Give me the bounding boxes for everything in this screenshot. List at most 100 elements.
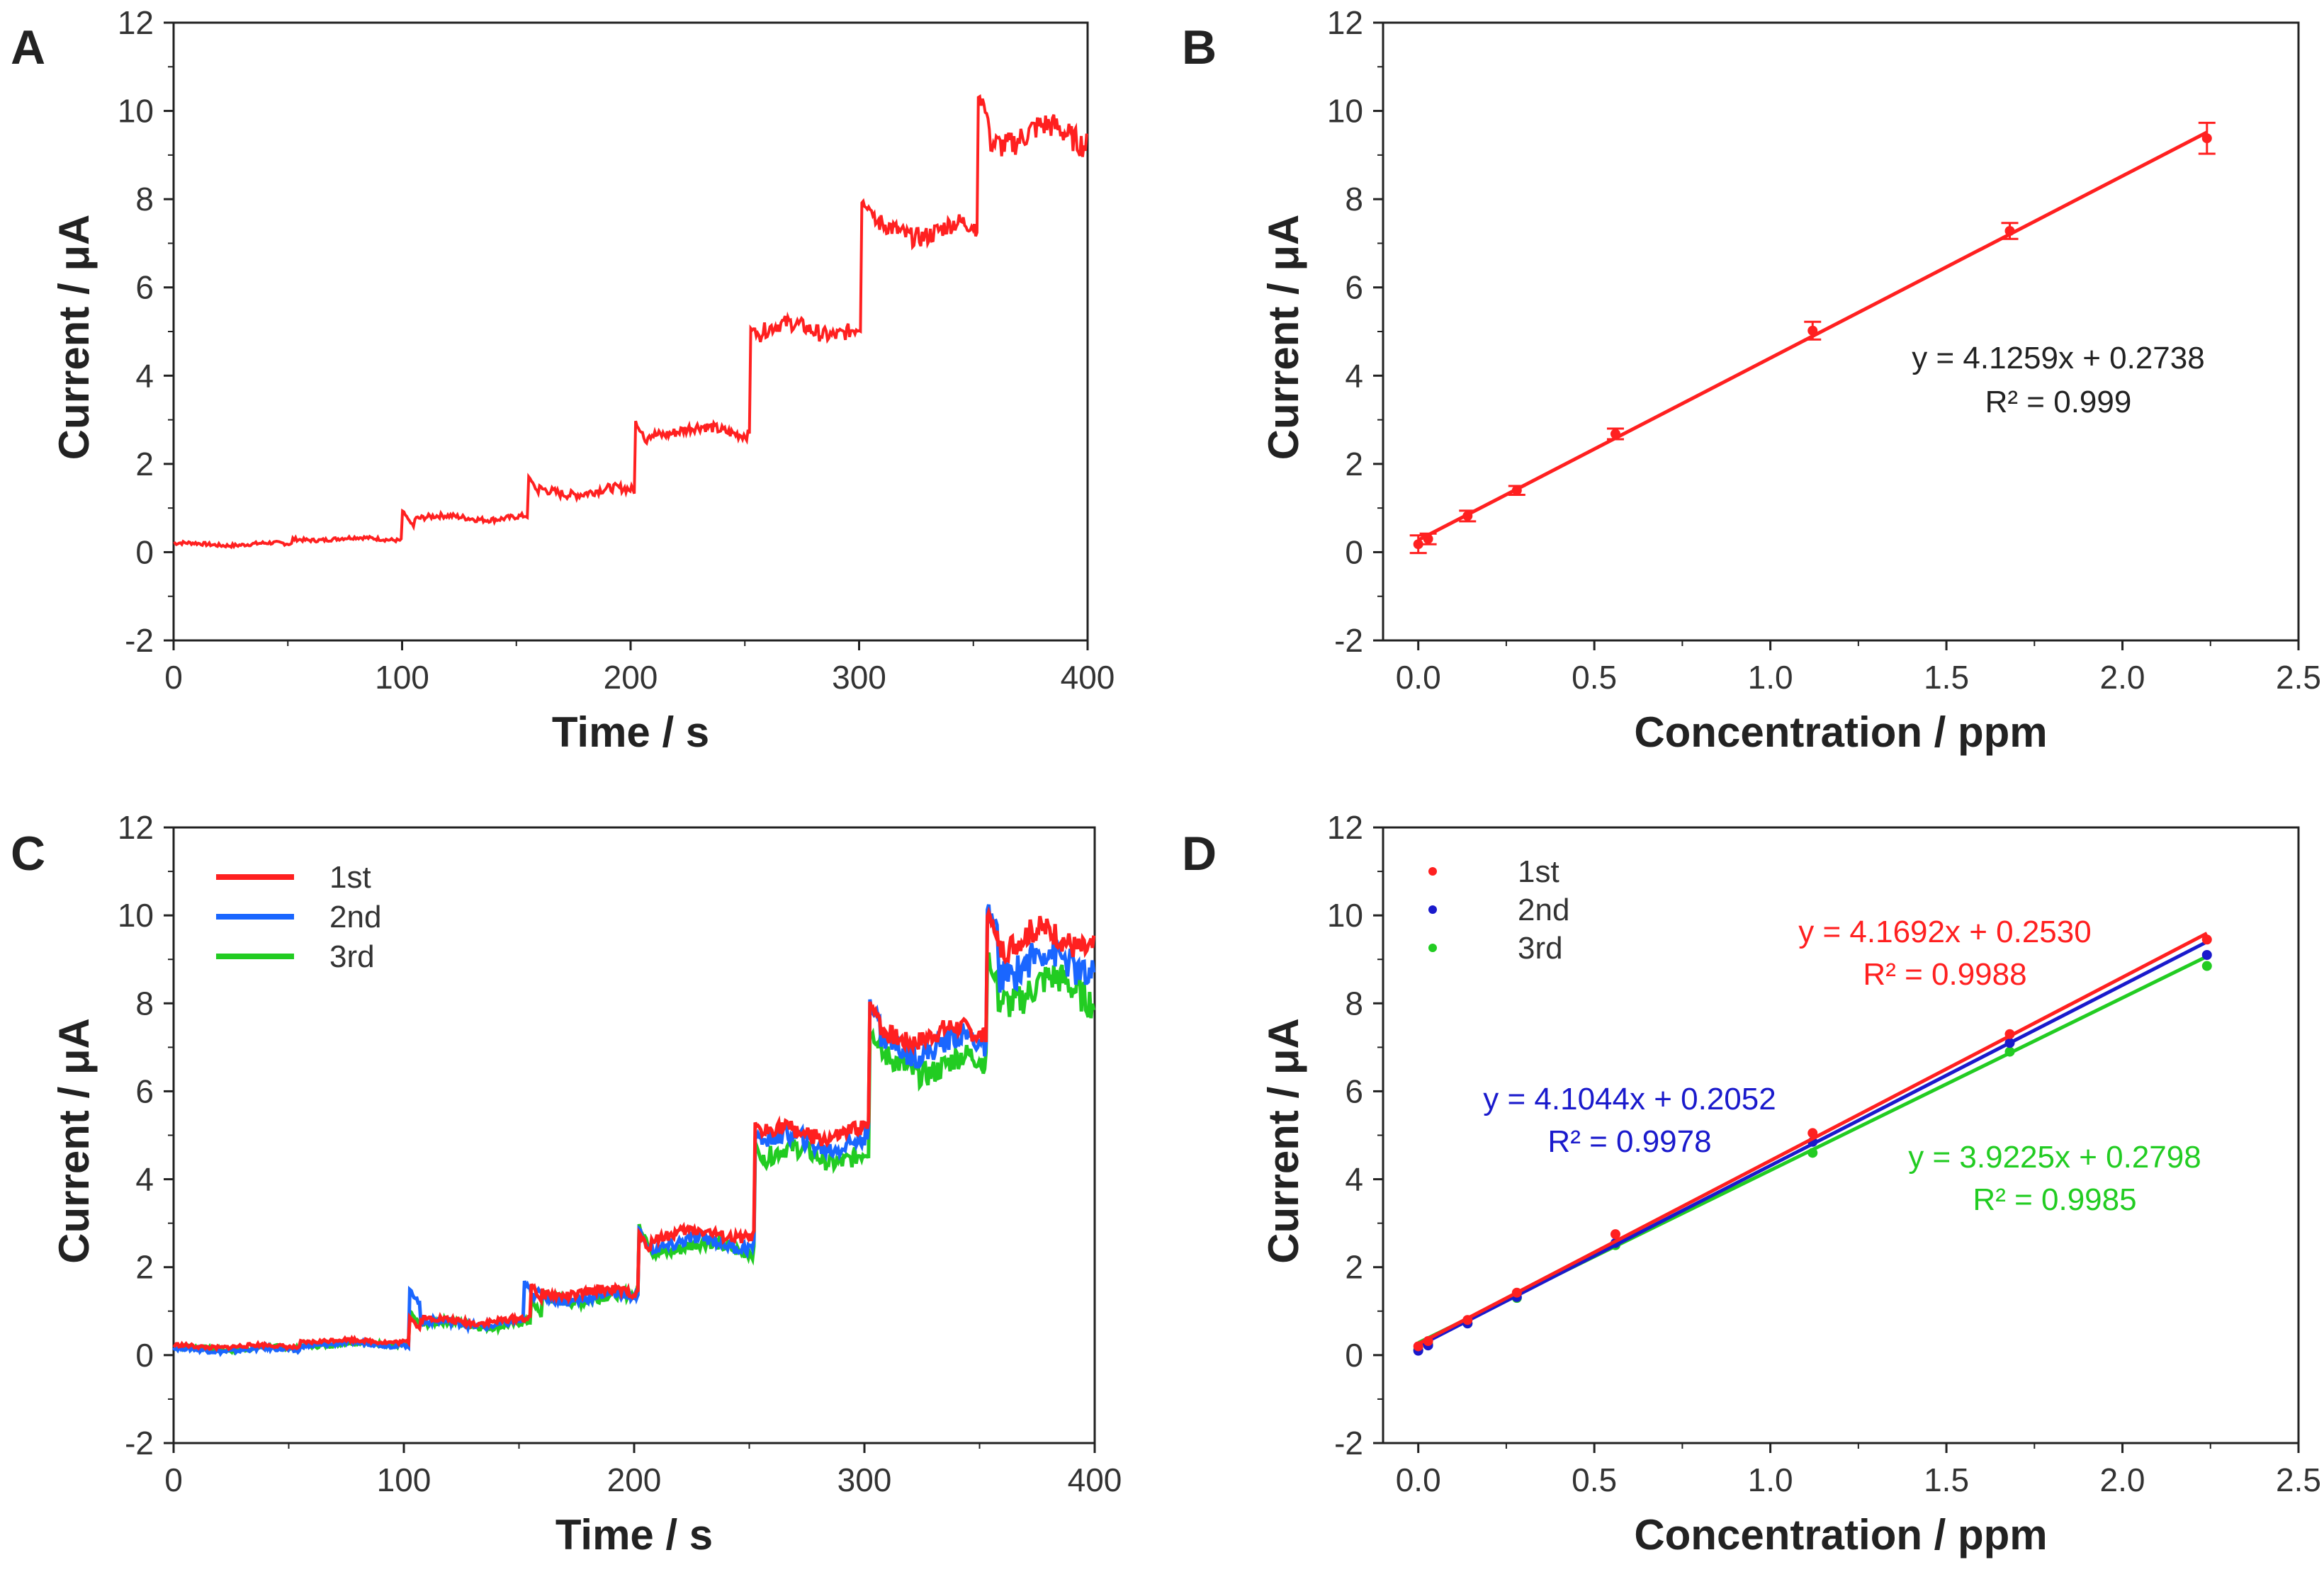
data-point-1st (2201, 934, 2212, 945)
y-tick-label: 10 (1327, 93, 1363, 130)
y-tick-label: 2 (1345, 446, 1363, 482)
x-tick-label: 1.5 (1924, 1461, 1969, 1498)
data-point-1st (1610, 1229, 1620, 1240)
fit-line-1st (1417, 932, 2208, 1346)
x-tick-label: 200 (604, 659, 658, 696)
series-line-3rd (173, 951, 1096, 1356)
legend-label: 1st (1518, 854, 1559, 889)
y-tick-label: -2 (1334, 1425, 1363, 1461)
y-tick-label: 2 (135, 1249, 154, 1286)
data-point-3rd (2004, 1046, 2015, 1057)
x-tick-label: 100 (377, 1461, 431, 1498)
panel-a: A -2 0 2 4 6 8 10 12 0 100 200 300 400 Time / s Current… (11, 4, 1115, 756)
x-tick-label: 1.0 (1748, 659, 1793, 696)
x-tick-label: 400 (1068, 1461, 1122, 1498)
data-point-2nd (2004, 1038, 2015, 1048)
panel-letter: C (11, 827, 45, 881)
y-tick-label: 0 (135, 1337, 154, 1374)
data-point-data (2201, 133, 2212, 144)
fit-r-squared-1st: R² = 0.9988 (1863, 957, 2026, 992)
y-tick-label: 6 (135, 269, 154, 306)
y-tick-label: 2 (135, 446, 154, 482)
y-tick-label: 12 (1327, 809, 1363, 846)
data-point-3rd (1807, 1148, 1818, 1158)
x-tick-label: 300 (832, 659, 886, 696)
panel-letter: A (11, 21, 45, 74)
legend-marker (1428, 867, 1437, 876)
y-tick-label: 2 (1345, 1249, 1363, 1286)
x-tick-label: 300 (837, 1461, 892, 1498)
y-tick-label: 12 (118, 809, 154, 846)
y-tick-label: -2 (1334, 622, 1363, 659)
y-tick-label: 8 (135, 181, 154, 217)
panel-c: C -2 0 2 4 6 8 10 12 0 100 200 300 400 Time / s Current… (11, 809, 1122, 1559)
x-axis-label: Concentration / ppm (1634, 708, 2047, 756)
y-tick-label: 8 (135, 985, 154, 1022)
x-tick-label: 100 (375, 659, 429, 696)
x-tick-label: 1.5 (1924, 659, 1969, 696)
series-line-current (173, 94, 1088, 550)
series-line-2nd (171, 904, 1096, 1357)
panel-b: B -2 0 2 4 6 8 10 12 0.0 0.5 1.0 1.5 2.0 2.5 Concentrat… (1182, 4, 2321, 756)
y-axis-label: Current / μA (1260, 215, 1307, 460)
data-point-data (1807, 325, 1818, 336)
data-point-data (1462, 511, 1473, 521)
data-point-data (1413, 539, 1423, 550)
fit-r-squared: R² = 0.999 (1985, 385, 2132, 419)
x-tick-label: 1.0 (1748, 1461, 1793, 1498)
y-tick-label: 10 (118, 897, 154, 934)
fit-r-squared-2nd: R² = 0.9978 (1547, 1124, 1711, 1159)
y-tick-label: 4 (1345, 1161, 1363, 1198)
y-tick-label: 0 (135, 533, 154, 570)
x-axis-label: Concentration / ppm (1634, 1511, 2047, 1559)
y-tick-label: 10 (1327, 897, 1363, 934)
data-point-3rd (2201, 961, 2212, 971)
y-axis-label: Current / μA (1260, 1018, 1307, 1264)
y-tick-label: 10 (118, 93, 154, 130)
plot-frame (172, 826, 1096, 1444)
y-tick-label: -2 (125, 1425, 154, 1461)
panel-letter: D (1182, 827, 1217, 881)
fit-equation-3rd: y = 3.9225x + 0.2798 (1908, 1140, 2201, 1175)
fit-equation: y = 4.1259x + 0.2738 (1912, 341, 2204, 375)
x-tick-label: 2.0 (2100, 1461, 2145, 1498)
y-axis-label: Current / μA (50, 215, 98, 460)
x-tick-label: 0.5 (1572, 659, 1617, 696)
x-tick-label: 2.5 (2276, 1461, 2321, 1498)
series-line-1st (172, 906, 1096, 1352)
y-tick-label: 4 (1345, 357, 1363, 394)
plot-frame (1382, 21, 2300, 642)
y-tick-label: 8 (1345, 181, 1363, 217)
plot-frame (172, 21, 1089, 642)
y-tick-label: 0 (1345, 1337, 1363, 1374)
fit-r-squared-3rd: R² = 0.9985 (1973, 1182, 2136, 1217)
data-point-1st (1413, 1341, 1423, 1352)
x-tick-label: 0.0 (1396, 1461, 1441, 1498)
y-tick-label: 4 (135, 357, 154, 394)
legend-label: 3rd (1518, 931, 1563, 966)
data-point-1st (1462, 1315, 1473, 1325)
y-tick-label: 6 (1345, 269, 1363, 306)
data-point-1st (1511, 1287, 1522, 1298)
data-point-data (1511, 485, 1522, 496)
x-tick-label: 0 (164, 659, 183, 696)
legend-marker (1428, 905, 1437, 914)
legend-label: 2nd (1518, 893, 1569, 927)
data-point-data (1610, 429, 1620, 439)
y-tick-label: 6 (1345, 1073, 1363, 1109)
y-tick-label: -2 (125, 622, 154, 659)
y-tick-label: 4 (135, 1161, 154, 1198)
x-tick-label: 400 (1061, 659, 1115, 696)
data-point-1st (2004, 1029, 2015, 1039)
y-tick-label: 6 (135, 1073, 154, 1109)
data-point-1st (1423, 1335, 1433, 1346)
data-point-1st (1807, 1128, 1818, 1138)
data-point-data (2004, 225, 2015, 236)
legend-label: 2nd (329, 900, 381, 934)
y-axis-label: Current / μA (50, 1018, 98, 1264)
y-tick-label: 0 (1345, 533, 1363, 570)
fit-equation-2nd: y = 4.1044x + 0.2052 (1483, 1082, 1776, 1116)
x-tick-label: 2.5 (2276, 659, 2321, 696)
x-tick-label: 2.0 (2100, 659, 2145, 696)
